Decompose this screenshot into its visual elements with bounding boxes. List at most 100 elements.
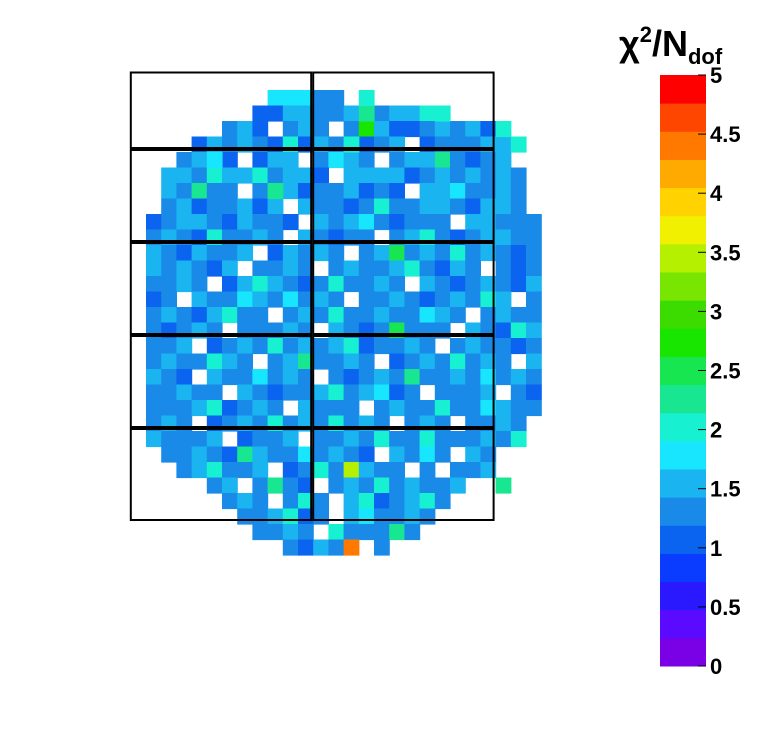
heatmap-cell bbox=[298, 183, 314, 200]
heatmap-cell bbox=[313, 245, 329, 262]
color-scale-segment bbox=[660, 469, 706, 498]
heatmap-cell bbox=[374, 276, 390, 293]
color-scale-tick-label: 2.5 bbox=[710, 359, 741, 384]
heatmap-cell bbox=[358, 214, 375, 231]
heatmap-cell bbox=[146, 400, 162, 417]
heatmap-cell bbox=[252, 152, 269, 169]
heatmap-cell bbox=[389, 384, 405, 401]
heatmap-cell bbox=[222, 276, 238, 293]
heatmap-cell bbox=[465, 121, 481, 138]
heatmap-cell bbox=[495, 400, 512, 417]
heatmap-cell bbox=[161, 338, 177, 355]
heatmap-cell bbox=[374, 384, 390, 401]
heatmap-cell bbox=[495, 136, 512, 153]
heatmap-cell bbox=[465, 245, 481, 262]
heatmap-cell bbox=[358, 384, 375, 401]
heatmap-cell bbox=[358, 260, 375, 277]
heatmap-cell bbox=[252, 431, 269, 448]
color-scale-segment bbox=[660, 215, 706, 245]
heatmap-cell bbox=[404, 307, 421, 324]
heatmap-cell bbox=[298, 477, 314, 494]
heatmap-cell bbox=[419, 477, 436, 494]
color-scale-segment bbox=[660, 497, 706, 526]
heatmap-cell bbox=[328, 105, 345, 122]
color-scale-bar bbox=[660, 75, 706, 667]
module-box-1 bbox=[129, 71, 313, 149]
heatmap-cell bbox=[434, 183, 451, 200]
heatmap-cell bbox=[404, 477, 421, 494]
heatmap-cell bbox=[343, 338, 360, 355]
heatmap-cell bbox=[419, 245, 436, 262]
heatmap-cell bbox=[282, 477, 299, 494]
heatmap-cell bbox=[328, 245, 345, 262]
heatmap-cell bbox=[358, 245, 375, 262]
heatmap-cell bbox=[237, 121, 253, 138]
heatmap-cell bbox=[206, 384, 223, 401]
heatmap-cell bbox=[343, 400, 360, 417]
heatmap-cell bbox=[374, 400, 390, 417]
heatmap-cell bbox=[374, 291, 390, 308]
heatmap-cell bbox=[343, 477, 360, 494]
heatmap-cell bbox=[404, 152, 421, 169]
heatmap-cell bbox=[191, 167, 208, 184]
heatmap-cell bbox=[146, 338, 162, 355]
heatmap-cell bbox=[328, 338, 345, 355]
color-scale-tick-label: 2 bbox=[710, 418, 722, 443]
module-box-3 bbox=[129, 149, 313, 242]
heatmap-cell bbox=[510, 276, 527, 293]
heatmap-cell bbox=[450, 338, 466, 355]
heatmap-cell bbox=[328, 260, 345, 277]
heatmap-cell bbox=[343, 539, 360, 556]
color-scale-tick-label: 4.5 bbox=[710, 122, 741, 147]
heatmap-cell bbox=[267, 105, 284, 122]
heatmap-cell bbox=[298, 400, 314, 417]
heatmap-cell bbox=[222, 198, 238, 215]
heatmap-cell bbox=[358, 307, 375, 324]
heatmap-cell bbox=[191, 152, 208, 169]
heatmap-cell bbox=[146, 384, 162, 401]
heatmap-cell bbox=[328, 539, 345, 556]
heatmap-cell bbox=[282, 245, 299, 262]
heatmap-cell bbox=[480, 198, 497, 215]
heatmap-cell bbox=[191, 245, 208, 262]
heatmap-cell bbox=[419, 198, 436, 215]
heatmap-cell bbox=[480, 214, 497, 231]
heatmap-cell bbox=[404, 245, 421, 262]
heatmap-cell bbox=[298, 307, 314, 324]
heatmap-cell bbox=[282, 508, 299, 525]
heatmap-cell bbox=[191, 462, 208, 479]
module-box-4 bbox=[312, 149, 495, 242]
heatmap-cell bbox=[313, 167, 329, 184]
heatmap-cell bbox=[267, 198, 284, 215]
heatmap-cell bbox=[313, 462, 329, 479]
heatmap-cell bbox=[389, 400, 405, 417]
colorbar-title-sup: 2 bbox=[640, 22, 652, 47]
color-scale-segment bbox=[660, 328, 706, 357]
heatmap-cell bbox=[374, 214, 390, 231]
color-scale-segment bbox=[660, 300, 706, 329]
heatmap-cell bbox=[267, 291, 284, 308]
heatmap-cell bbox=[404, 508, 421, 525]
color-scale-segment bbox=[660, 637, 706, 667]
heatmap-cell bbox=[434, 384, 451, 401]
heatmap-cell bbox=[252, 446, 269, 463]
heatmap-cell bbox=[328, 276, 345, 293]
heatmap-cell bbox=[343, 105, 360, 122]
heatmap-cell bbox=[176, 400, 193, 417]
heatmap-cell bbox=[282, 260, 299, 277]
heatmap-cell bbox=[313, 384, 329, 401]
heatmap-cell bbox=[252, 307, 269, 324]
heatmap-cell bbox=[328, 446, 345, 463]
heatmap-cell bbox=[419, 276, 436, 293]
heatmap-cell bbox=[298, 384, 314, 401]
heatmap-cell bbox=[252, 198, 269, 215]
color-scale-segment bbox=[660, 384, 706, 414]
module-box-2 bbox=[312, 71, 495, 149]
heatmap-cell bbox=[237, 291, 253, 308]
heatmap-cell bbox=[176, 260, 193, 277]
heatmap-cell bbox=[313, 291, 329, 308]
heatmap-cell bbox=[465, 369, 481, 386]
heatmap-cell bbox=[237, 384, 253, 401]
heatmap-cell bbox=[252, 121, 269, 138]
